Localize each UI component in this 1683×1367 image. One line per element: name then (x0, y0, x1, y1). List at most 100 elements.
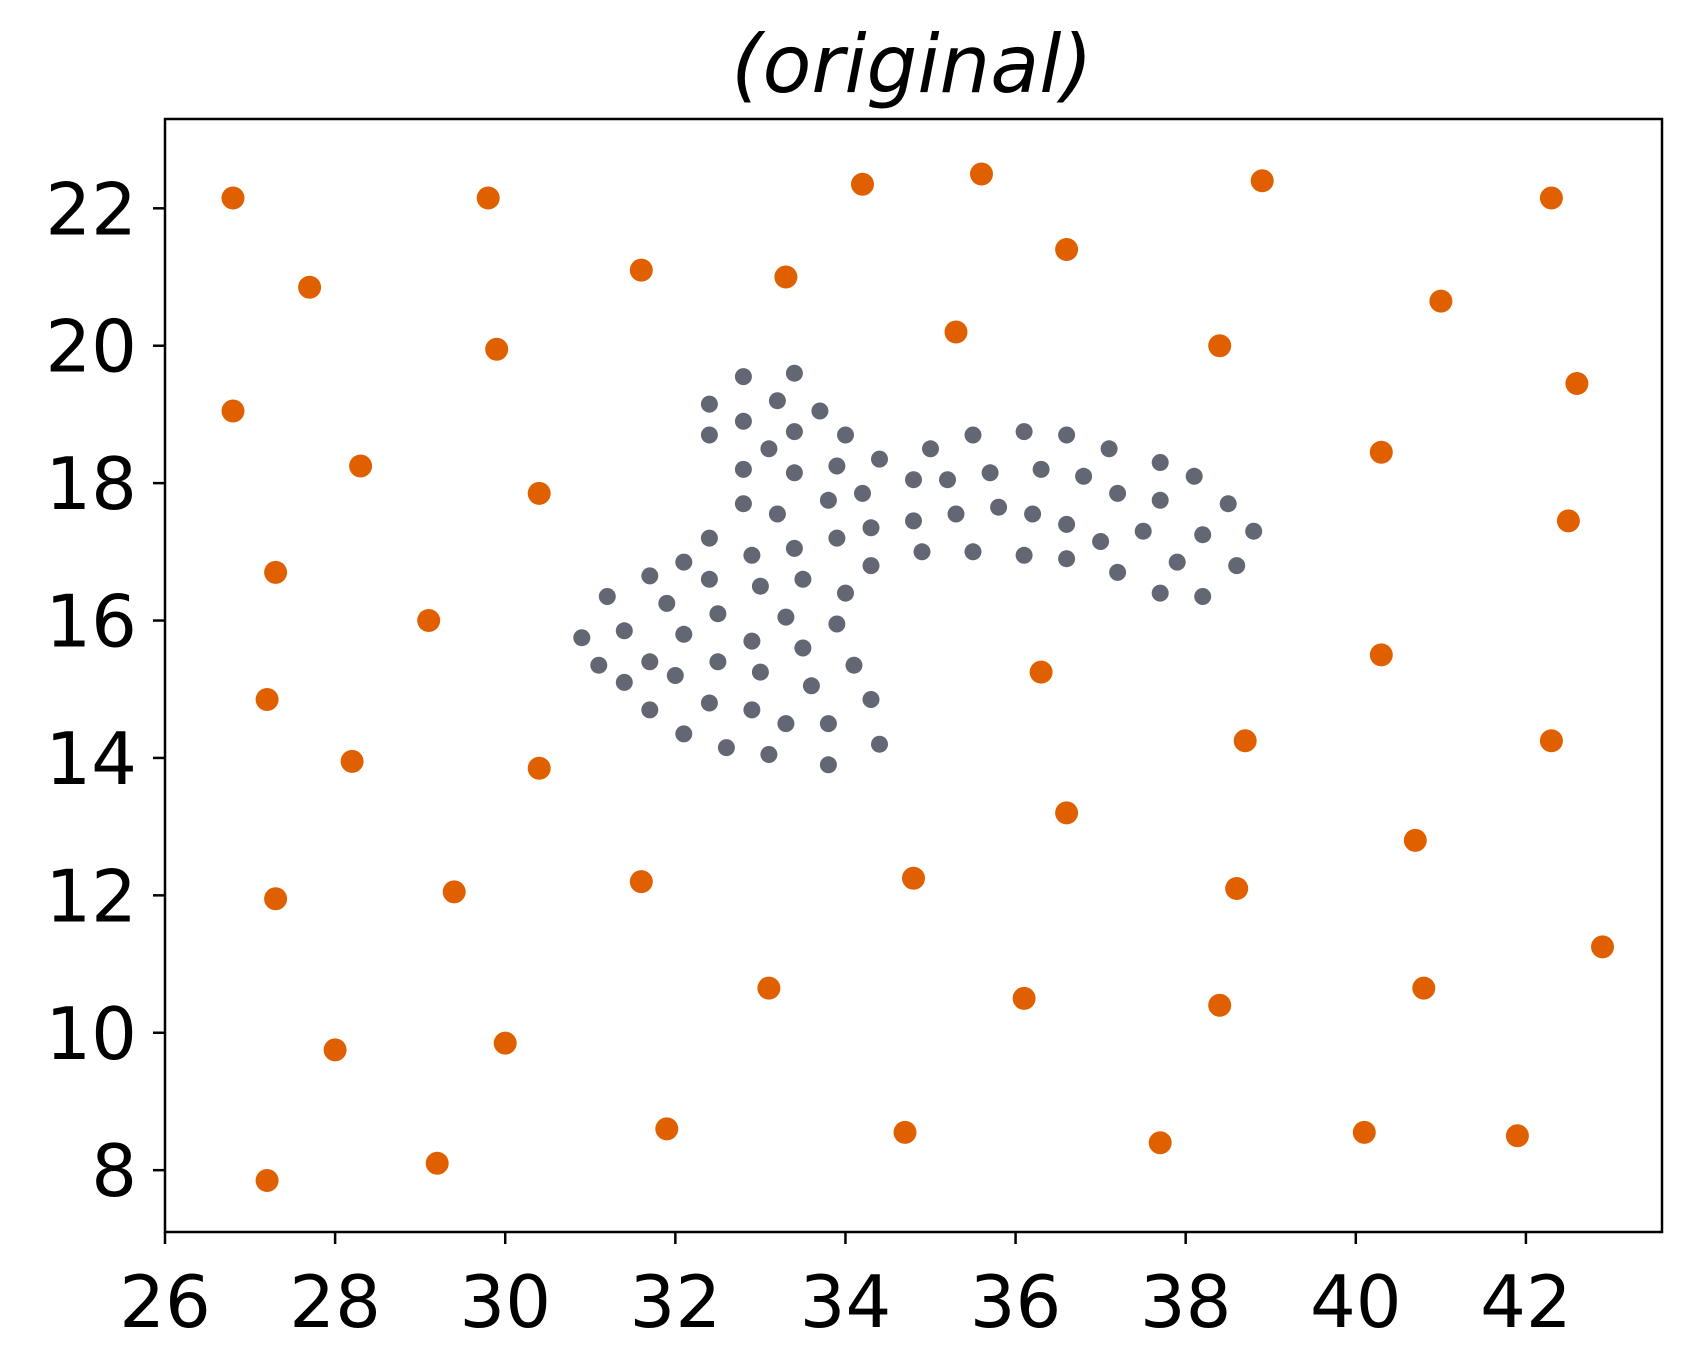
x-tick-label: 36 (970, 1260, 1062, 1344)
data-point (851, 172, 874, 196)
data-point (1185, 467, 1203, 485)
data-point (777, 715, 795, 733)
data-point (922, 440, 939, 458)
data-point (947, 505, 965, 523)
y-tick-label: 22 (45, 167, 137, 251)
data-point (700, 395, 718, 413)
data-point (1058, 426, 1076, 444)
data-point (641, 567, 659, 585)
y-tick-label: 8 (91, 1129, 137, 1213)
data-point (1012, 986, 1036, 1010)
x-tick-label: 30 (459, 1260, 551, 1344)
data-point (734, 460, 752, 478)
data-point (709, 605, 727, 623)
data-point (944, 320, 968, 344)
data-point (819, 491, 837, 509)
y-axis: 8 10 12 14 16 18 20 22 (45, 167, 165, 1213)
data-point (871, 735, 888, 753)
x-tick-label: 42 (1480, 1260, 1572, 1344)
data-point (785, 423, 803, 441)
data-point (777, 608, 795, 626)
data-point (1369, 643, 1393, 667)
data-point (1194, 588, 1212, 605)
data-point (1412, 976, 1436, 1000)
data-point (1591, 935, 1614, 959)
data-point (1029, 660, 1053, 684)
data-point (700, 426, 718, 444)
data-point (785, 464, 803, 482)
data-point (340, 749, 364, 773)
data-point (264, 887, 288, 911)
x-tick-label: 28 (289, 1260, 381, 1344)
data-point (1151, 491, 1169, 509)
data-point (476, 186, 500, 210)
data-point (527, 481, 551, 505)
data-point (811, 402, 829, 420)
data-point (1369, 440, 1393, 464)
data-point (760, 440, 778, 458)
data-point (905, 471, 922, 489)
data-point (1151, 584, 1169, 602)
data-point (425, 1151, 449, 1175)
data-point (1015, 423, 1033, 441)
data-point (1565, 372, 1589, 395)
x-tick-label: 38 (1140, 1260, 1232, 1344)
data-point (655, 1117, 679, 1141)
y-tick-label: 20 (45, 305, 137, 389)
x-tick-label: 26 (119, 1260, 211, 1344)
data-point (1403, 828, 1427, 852)
data-point (323, 1038, 347, 1062)
data-point (964, 543, 982, 561)
data-point (913, 543, 931, 561)
data-point (734, 412, 752, 430)
data-point (1352, 1120, 1376, 1144)
data-point (760, 746, 778, 763)
data-point (1055, 801, 1079, 825)
data-point (629, 870, 653, 894)
data-point (1429, 289, 1453, 313)
data-point (1151, 454, 1169, 471)
data-point (1556, 509, 1580, 533)
data-point (1168, 553, 1186, 571)
data-point (970, 162, 993, 186)
x-tick-label: 40 (1310, 1260, 1402, 1344)
data-point (751, 577, 769, 595)
x-axis: 26 28 30 32 34 36 38 40 42 (119, 1232, 1572, 1344)
data-point (1058, 550, 1076, 568)
data-point (298, 275, 322, 299)
data-point (794, 570, 812, 588)
data-point (828, 457, 846, 475)
marks-layer (221, 162, 1614, 1192)
data-point (845, 656, 863, 674)
data-point (615, 622, 633, 640)
data-point (1100, 440, 1118, 458)
data-point (828, 615, 846, 633)
data-point (1539, 186, 1563, 210)
data-point (573, 629, 591, 647)
data-point (964, 426, 982, 444)
data-point (785, 364, 803, 382)
data-point (1109, 484, 1127, 502)
y-tick-label: 16 (45, 580, 137, 664)
data-point (1075, 467, 1093, 485)
data-point (893, 1120, 917, 1144)
data-point (794, 639, 812, 657)
data-point (1219, 495, 1237, 513)
y-tick-label: 12 (45, 854, 137, 938)
data-point (1055, 238, 1079, 261)
data-point (675, 553, 693, 571)
data-point (590, 656, 608, 674)
data-point (837, 584, 854, 602)
data-point (417, 609, 441, 632)
data-point (819, 756, 837, 774)
y-tick-label: 14 (45, 717, 137, 801)
data-point (862, 519, 880, 537)
data-point (675, 625, 693, 643)
chart-title: (original) (731, 18, 1092, 111)
series-2 (573, 364, 1263, 774)
data-point (264, 560, 288, 584)
x-tick-label: 32 (630, 1260, 722, 1344)
data-point (734, 495, 752, 513)
x-tick-label: 34 (800, 1260, 892, 1344)
